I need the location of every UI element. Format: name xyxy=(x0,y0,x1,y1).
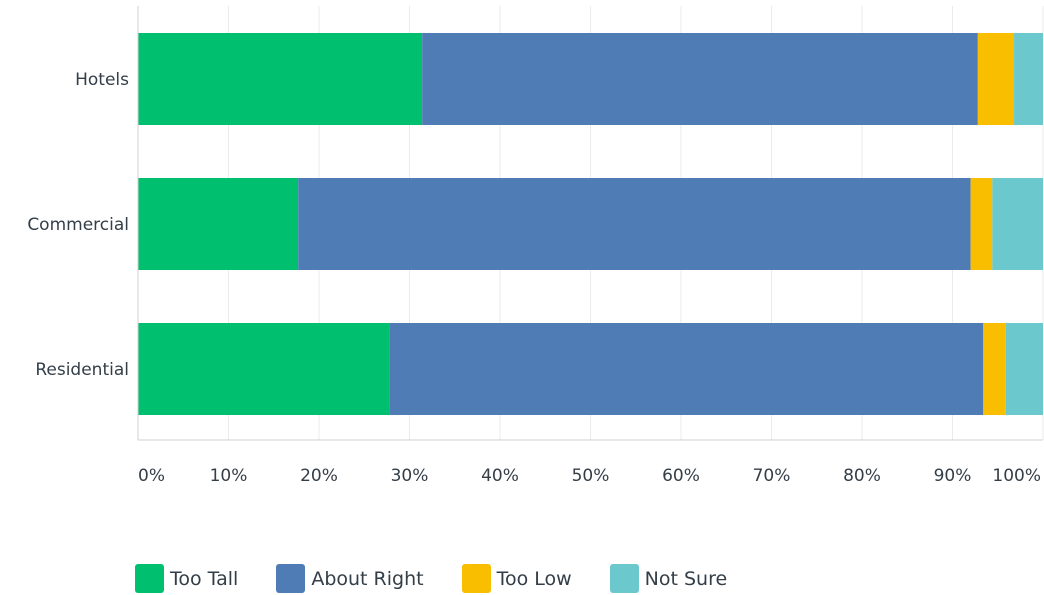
bar-segment-commercial-too-tall xyxy=(138,178,299,270)
bar-segment-residential-not-sure xyxy=(1005,323,1043,415)
bar-segment-residential-too-low xyxy=(983,323,1006,415)
x-tick-label: 0% xyxy=(138,466,165,486)
x-tick-label: 10% xyxy=(210,466,248,486)
legend-label: Not Sure xyxy=(644,567,728,590)
bar-segment-hotels-too-low xyxy=(977,33,1015,125)
category-label: Residential xyxy=(35,360,129,380)
x-tick-label: 40% xyxy=(481,466,519,486)
bar-segment-commercial-about-right xyxy=(298,178,971,270)
legend-swatch xyxy=(461,564,491,593)
legend-swatch xyxy=(276,564,306,593)
x-tick-label: 50% xyxy=(572,466,610,486)
x-tick-label: 30% xyxy=(391,466,429,486)
x-tick-label: 60% xyxy=(662,466,700,486)
legend-item: Not Sure xyxy=(609,564,728,593)
bar-segment-hotels-about-right xyxy=(422,33,978,125)
legend-swatch xyxy=(609,564,639,593)
bar-segment-commercial-too-low xyxy=(970,178,993,270)
bar-segment-residential-about-right xyxy=(389,323,984,415)
bars xyxy=(138,33,1043,415)
legend-label: About Right xyxy=(311,567,424,590)
legend-item: Too Low xyxy=(461,564,572,593)
labels: Hotels Commercial Residential 0% 10% 20% 30% 40… xyxy=(27,70,1041,486)
legend-item: Too Tall xyxy=(135,564,238,593)
legend-label: Too Low xyxy=(496,567,572,590)
x-tick-label: 80% xyxy=(843,466,881,486)
bar-segment-hotels-too-tall xyxy=(138,33,423,125)
x-tick-label: 20% xyxy=(300,466,338,486)
bar-segment-commercial-not-sure xyxy=(992,178,1043,270)
bar-segment-residential-too-tall xyxy=(138,323,390,415)
x-tick-label: 70% xyxy=(753,466,791,486)
category-label: Hotels xyxy=(75,70,129,90)
legend-label: Too Tall xyxy=(170,567,239,590)
x-tick-label: 90% xyxy=(934,466,972,486)
x-tick-label: 100% xyxy=(992,466,1041,486)
legend: Too Tall About Right Too Low Not Sure xyxy=(135,564,765,593)
axes xyxy=(137,6,1043,441)
bar-segment-hotels-not-sure xyxy=(1014,33,1043,125)
legend-swatch xyxy=(135,564,164,593)
category-label: Commercial xyxy=(27,215,129,235)
legend-item: About Right xyxy=(276,564,424,593)
